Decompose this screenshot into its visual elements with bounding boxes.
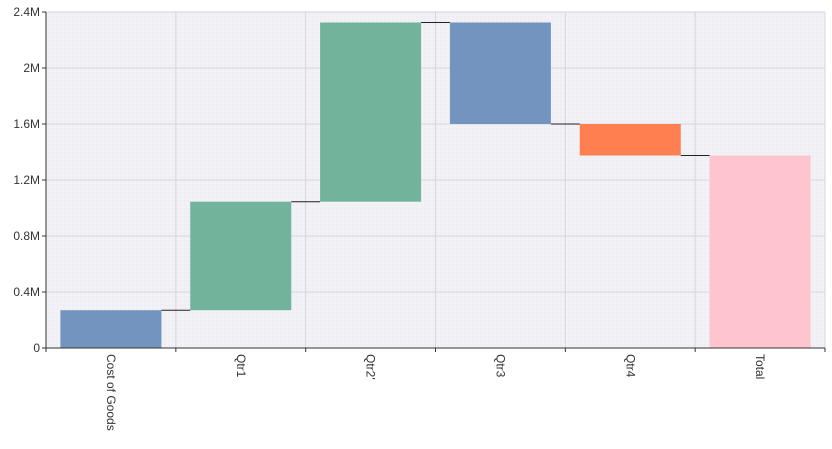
y-tick-label: 2.4M <box>13 5 40 19</box>
bar-1 <box>60 310 162 348</box>
y-tick-labels: 0 0.4M 0.8M 1.2M 1.6M 2M 2.4M <box>13 5 40 355</box>
y-tick-label: 0.8M <box>13 229 40 243</box>
axes <box>42 11 826 352</box>
bar-3 <box>320 22 422 202</box>
x-category-label: Total <box>753 354 767 379</box>
y-tick-label: 1.6M <box>13 117 40 131</box>
bars <box>60 22 811 348</box>
gridlines <box>45 11 826 348</box>
x-category-label: Cost of Goods <box>104 354 118 431</box>
connectors <box>161 22 710 311</box>
x-category-label: Qtr1 <box>234 354 248 378</box>
bar-4 <box>449 22 551 124</box>
x-category-label: Qtr4 <box>623 354 637 378</box>
y-tick-label: 2M <box>23 61 40 75</box>
x-category-labels: Cost of Goods Qtr1 Qtr2' Qtr3 Qtr4 Total <box>104 354 767 431</box>
x-category-label: Qtr3 <box>493 354 507 378</box>
bar-5 <box>579 124 681 156</box>
bar-6 <box>709 155 811 348</box>
y-tick-label: 0 <box>33 341 40 355</box>
y-tick-label: 0.4M <box>13 285 40 299</box>
y-tick-label: 1.2M <box>13 173 40 187</box>
bar-2 <box>190 201 292 311</box>
x-category-label: Qtr2' <box>364 354 378 380</box>
